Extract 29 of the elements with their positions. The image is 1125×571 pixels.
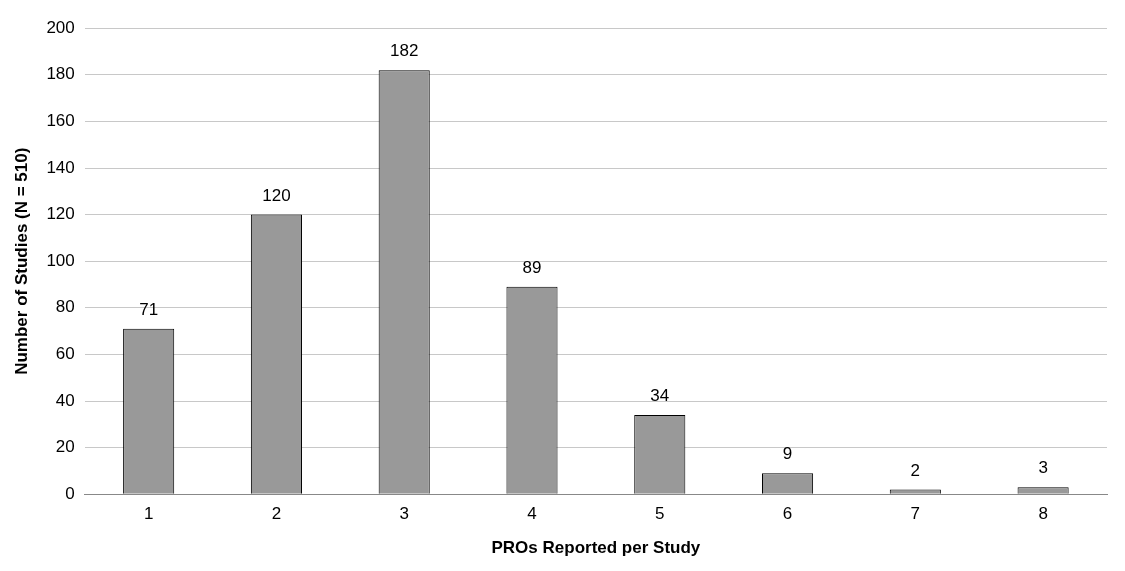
y-tick-label: 40 <box>55 390 75 410</box>
x-axis-title: PROs Reported per Study <box>491 538 701 558</box>
y-tick-label: 20 <box>55 437 75 457</box>
y-tick-label: 80 <box>55 297 75 317</box>
y-tick-label: 180 <box>46 64 75 84</box>
y-tick-label: 140 <box>46 157 75 177</box>
x-tick-label: 4 <box>527 504 537 524</box>
x-tick-label: 2 <box>271 504 282 524</box>
y-tick-label: 200 <box>46 17 75 37</box>
data-label: 2 <box>910 460 921 480</box>
data-label: 71 <box>139 299 159 319</box>
y-tick-label: 100 <box>46 250 75 270</box>
data-label: 9 <box>782 444 793 464</box>
y-tick-label: 0 <box>65 483 75 503</box>
x-tick-label: 1 <box>143 504 154 524</box>
x-tick-label: 6 <box>782 504 793 524</box>
x-tick-label: 7 <box>910 504 921 524</box>
y-tick-label: 160 <box>46 111 75 131</box>
x-tick-label: 8 <box>1038 504 1048 524</box>
data-label: 182 <box>390 41 419 61</box>
x-tick-label: 3 <box>399 504 409 524</box>
data-label: 89 <box>522 258 542 278</box>
y-tick-label: 120 <box>46 204 75 224</box>
y-tick-label: 60 <box>55 344 75 364</box>
data-label: 120 <box>262 185 291 205</box>
data-label: 34 <box>650 386 670 406</box>
x-tick-label: 5 <box>655 504 665 524</box>
y-axis-title: Number of Studies (N = 510) <box>11 147 31 375</box>
data-label: 3 <box>1038 458 1048 478</box>
